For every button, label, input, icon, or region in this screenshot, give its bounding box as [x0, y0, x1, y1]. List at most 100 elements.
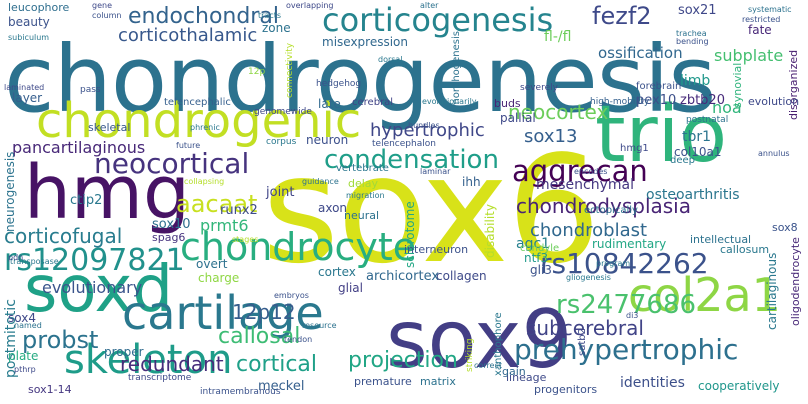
word: corticogenesis	[322, 1, 554, 39]
word: ectopically	[584, 205, 638, 216]
word: postnatal	[686, 115, 729, 125]
word: genomewide	[254, 107, 312, 117]
word: bundles	[408, 121, 440, 130]
word: hmg1	[620, 143, 649, 154]
word: transcriptome	[128, 373, 192, 383]
word: pass	[80, 85, 101, 95]
word: cartilage	[122, 286, 324, 340]
word: rs2477686	[556, 290, 697, 320]
word: overlapping	[286, 1, 334, 10]
word: zbtb20	[680, 93, 725, 108]
word: ihh	[462, 175, 481, 189]
word: subcerebral	[526, 316, 644, 340]
word: dorsal	[378, 55, 403, 64]
word: subplate	[714, 46, 784, 65]
word: tracts	[258, 11, 282, 20]
word: transposase	[10, 257, 59, 266]
word: zone	[262, 21, 291, 35]
word: ossification	[598, 44, 683, 62]
word: gli3	[530, 263, 552, 277]
word: limb	[680, 73, 711, 89]
word: agc1	[516, 236, 551, 252]
word: cortex	[318, 265, 356, 279]
word: annulus	[758, 149, 790, 158]
word: telencephalic	[164, 97, 231, 108]
word: severely	[520, 83, 558, 93]
word: late	[318, 97, 341, 111]
word: laminated	[4, 83, 45, 92]
word: evolution	[748, 95, 800, 108]
word: deep	[670, 155, 695, 166]
word: identities	[620, 375, 685, 391]
word: soxd	[24, 253, 174, 327]
word: prehypertrophic	[514, 333, 739, 366]
word: cortical	[236, 352, 318, 377]
word: sox1-14	[28, 383, 72, 396]
word: pancartilaginous	[12, 138, 146, 157]
word: interneuron	[404, 243, 469, 256]
word: sox4	[8, 311, 36, 325]
word: condensation	[324, 145, 499, 175]
word: overt	[196, 257, 228, 271]
word: joint	[266, 185, 295, 200]
word: matrix	[420, 375, 456, 388]
word: archicortex	[366, 269, 440, 284]
word: cartilaginous	[765, 252, 779, 330]
word: noa	[712, 98, 742, 117]
word: systematic	[748, 5, 792, 14]
word: resource	[302, 321, 337, 330]
word: column	[92, 11, 122, 20]
word: high-mobility	[590, 97, 650, 107]
word: runx2	[220, 203, 258, 218]
word: vertebrate	[336, 163, 389, 174]
word: gene	[92, 1, 112, 10]
word: hmg	[24, 150, 190, 236]
word: endochondral	[128, 4, 279, 29]
word: glial	[338, 281, 363, 295]
word: satb2	[577, 328, 588, 356]
word: osteoarthritis	[646, 187, 740, 203]
word: 12p12	[232, 300, 296, 324]
word: neural	[344, 209, 380, 222]
word: corticothalamic	[118, 25, 258, 46]
word: evolutionary	[42, 278, 143, 297]
word: sox13	[524, 126, 578, 147]
word: hedgehog	[316, 79, 362, 89]
word: callosum	[720, 243, 770, 256]
word: rs12097821	[4, 243, 185, 278]
word: sox21	[678, 3, 717, 18]
word: phrenic	[190, 123, 220, 132]
word: program	[596, 259, 631, 268]
word: callosal	[218, 324, 301, 349]
word: sox9	[386, 293, 573, 386]
word: neuron	[306, 133, 349, 147]
word: collapsing	[184, 177, 225, 186]
word: progenitors	[534, 383, 598, 396]
word: plate	[8, 349, 39, 363]
word: aggrecan	[512, 154, 648, 188]
word: rudimentary	[592, 237, 667, 251]
word: chondrogenesis	[4, 26, 716, 133]
word: evolutionarily	[422, 97, 477, 106]
word: spag6	[152, 231, 186, 244]
word: neocortical	[94, 147, 250, 180]
word: chondrocyte	[180, 225, 417, 269]
word: chondrogenic	[36, 93, 362, 149]
word: future	[176, 141, 201, 150]
word: disorganized	[787, 49, 800, 120]
word: chondrodysplasia	[516, 194, 691, 218]
word: ctip2	[70, 193, 103, 208]
word: correct	[474, 361, 503, 370]
word: di3	[626, 311, 639, 320]
word: intellectual	[690, 233, 752, 246]
word: skeletal	[88, 121, 131, 134]
word: tbr1	[682, 129, 712, 145]
word: sclerotome	[403, 201, 417, 268]
word: fezf2	[592, 2, 652, 30]
word: col2a1	[628, 268, 781, 322]
word: corpus	[266, 137, 297, 147]
word: encodes	[574, 167, 608, 176]
word: projection	[348, 348, 458, 373]
word: mesenchymal	[536, 177, 634, 193]
